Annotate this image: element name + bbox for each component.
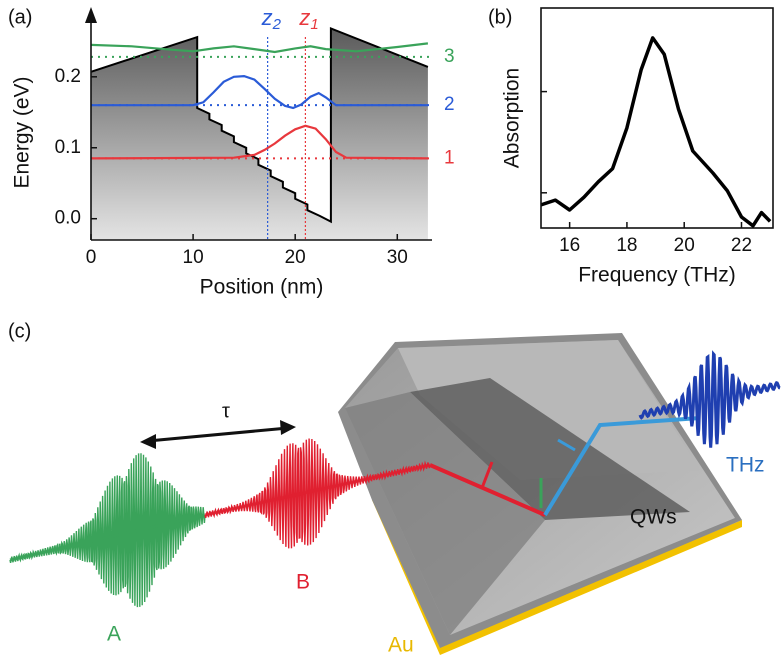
beam	[429, 463, 546, 517]
y-axis-label: Energy (eV)	[11, 76, 34, 188]
pyramid-top	[398, 340, 700, 480]
plot-frame	[540, 7, 774, 229]
pulse-b-label: B	[296, 571, 310, 594]
illustration: (c) τ A B THz QWs Au	[8, 320, 781, 657]
x-axis-label: Frequency (THz)	[578, 264, 736, 287]
x-tick-label: 16	[559, 235, 580, 256]
x-tick-label: 22	[731, 235, 752, 256]
x-tick-label: 0	[86, 247, 97, 268]
axis-arrow	[85, 7, 97, 23]
arrow-head	[280, 420, 296, 435]
marker-subscript: 1	[310, 16, 318, 33]
y-tick-label: 0.0	[55, 208, 81, 229]
wavefunction	[91, 74, 428, 110]
field-arrow	[480, 461, 494, 489]
level-label: 3	[444, 46, 455, 67]
marker-symbol: z	[261, 5, 273, 30]
x-axis-label: Position (nm)	[200, 276, 324, 299]
thz-beam	[543, 416, 701, 517]
marker-label: z1	[298, 5, 318, 33]
pyramid-plateau	[410, 378, 690, 520]
wavefunction	[90, 124, 428, 160]
x-tick-label: 30	[387, 247, 408, 268]
y-axis-label: Absorption	[501, 68, 524, 168]
pulse-axis	[9, 513, 206, 562]
level-label: 1	[444, 147, 455, 168]
chart: 16 18 20 22 Frequency (THz) Absorption (b)	[488, 6, 774, 287]
panel-label: (c)	[8, 320, 31, 342]
au-label: Au	[388, 634, 414, 657]
y-tick-label: 0.2	[55, 66, 81, 87]
panel-label: (a)	[8, 6, 32, 28]
pyramid-side	[345, 392, 545, 635]
qw-label: QWs	[630, 506, 677, 529]
band-fill	[91, 28, 428, 240]
pulse-axis	[204, 463, 431, 517]
band-profile	[90, 27, 429, 224]
panel-label: (b)	[488, 6, 512, 28]
arrow-head	[140, 434, 156, 449]
marker-subscript: 2	[272, 16, 282, 33]
marker-symbol: z	[298, 5, 310, 30]
field-arrow	[557, 438, 576, 452]
x-tick-label: 10	[183, 247, 204, 268]
thz-label: THz	[726, 454, 765, 477]
wave-packet	[9, 453, 206, 608]
pulse-a-label: A	[107, 623, 121, 646]
thz-wave	[638, 350, 781, 448]
y-tick-label: 0.1	[55, 137, 81, 158]
x-tick-label: 18	[616, 235, 637, 256]
delay-arrow	[147, 426, 289, 443]
absorption-line	[540, 36, 772, 228]
marker-label: z2	[261, 5, 282, 33]
x-tick-label: 20	[285, 247, 306, 268]
delay-label: τ	[222, 400, 230, 422]
x-tick-label: 20	[674, 235, 695, 256]
level-label: 2	[444, 94, 455, 115]
wavefunction	[90, 42, 429, 54]
